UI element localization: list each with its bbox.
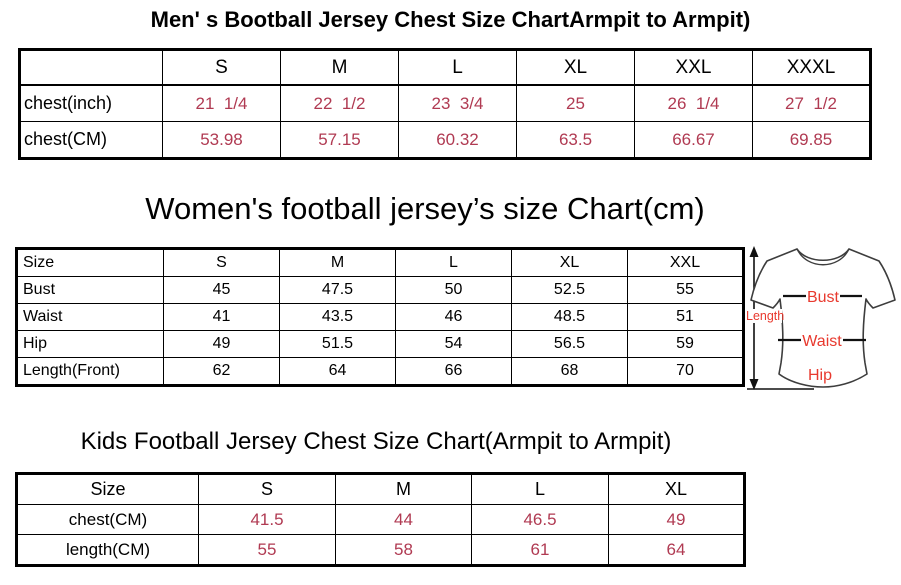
cell-value: 41.5 bbox=[198, 504, 336, 535]
table-header-row: S M L XL XXL XXXL bbox=[19, 49, 871, 86]
tshirt-measurement-diagram: Bust Waist Hip Length bbox=[745, 246, 896, 390]
cell-value: 62 bbox=[163, 357, 280, 386]
column-header: Size bbox=[16, 473, 199, 505]
cell-value: 46.5 bbox=[471, 504, 609, 535]
table-row: Hip 49 51.5 54 56.5 59 bbox=[16, 330, 744, 358]
column-header: Size bbox=[16, 248, 164, 277]
table-row: Length(Front) 62 64 66 68 70 bbox=[16, 357, 744, 386]
cell-value: 51.5 bbox=[279, 330, 396, 358]
cell-value: 53.98 bbox=[162, 121, 281, 159]
cell-value: 55 bbox=[627, 276, 744, 304]
bust-label: Bust bbox=[807, 289, 840, 306]
cell-value: 59 bbox=[627, 330, 744, 358]
cell-value: 66.67 bbox=[634, 121, 753, 159]
kids-size-table: Size S M L XL chest(CM) 41.5 44 46.5 49 … bbox=[15, 472, 746, 567]
column-header: XXL bbox=[634, 49, 753, 86]
cell-value: 27 1/2 bbox=[752, 84, 871, 122]
table-row: chest(CM) 53.98 57.15 60.32 63.5 66.67 6… bbox=[19, 121, 871, 159]
column-header: L bbox=[395, 248, 512, 277]
hip-label: Hip bbox=[808, 367, 832, 384]
cell-value: 49 bbox=[163, 330, 280, 358]
column-header: M bbox=[280, 49, 399, 86]
cell-value: 25 bbox=[516, 84, 635, 122]
cell-value: 51 bbox=[627, 303, 744, 331]
row-label: length(CM) bbox=[16, 534, 199, 566]
cell-value: 64 bbox=[279, 357, 396, 386]
cell-value: 66 bbox=[395, 357, 512, 386]
cell-value: 55 bbox=[198, 534, 336, 566]
column-header: L bbox=[471, 473, 609, 505]
collar-inner-line bbox=[796, 248, 850, 266]
cell-value: 58 bbox=[335, 534, 472, 566]
cell-value: 69.85 bbox=[752, 121, 871, 159]
cell-value: 46 bbox=[395, 303, 512, 331]
column-header: L bbox=[398, 49, 517, 86]
cell-value: 60.32 bbox=[398, 121, 517, 159]
column-header: XXXL bbox=[752, 49, 871, 86]
table-header-row: Size S M L XL XXL bbox=[16, 248, 744, 277]
column-header: M bbox=[335, 473, 472, 505]
cell-value: 57.15 bbox=[280, 121, 399, 159]
column-header: XL bbox=[511, 248, 628, 277]
mens-chart-title: Men' s Bootball Jersey Chest Size ChartA… bbox=[150, 7, 751, 32]
column-header: XXL bbox=[627, 248, 744, 277]
length-label: Length bbox=[746, 309, 784, 323]
cell-value: 45 bbox=[163, 276, 280, 304]
cell-value: 23 3/4 bbox=[398, 84, 517, 122]
table-row: Bust 45 47.5 50 52.5 55 bbox=[16, 276, 744, 304]
cell-value: 61 bbox=[471, 534, 609, 566]
column-header: S bbox=[162, 49, 281, 86]
cell-value: 70 bbox=[627, 357, 744, 386]
column-header: S bbox=[163, 248, 280, 277]
length-label-backing bbox=[745, 309, 782, 323]
row-label: Hip bbox=[16, 330, 164, 358]
kids-chart-title: Kids Football Jersey Chest Size Chart(Ar… bbox=[80, 428, 672, 455]
waist-label: Waist bbox=[802, 333, 842, 350]
column-header bbox=[19, 49, 163, 86]
table-row: length(CM) 55 58 61 64 bbox=[16, 534, 745, 566]
cell-value: 22 1/2 bbox=[280, 84, 399, 122]
womens-size-table: Size S M L XL XXL Bust 45 47.5 50 52.5 5… bbox=[15, 247, 745, 387]
cell-value: 26 1/4 bbox=[634, 84, 753, 122]
cell-value: 64 bbox=[608, 534, 745, 566]
column-header: M bbox=[279, 248, 396, 277]
cell-value: 56.5 bbox=[511, 330, 628, 358]
row-label: chest(CM) bbox=[19, 121, 163, 159]
mens-size-table: S M L XL XXL XXXL chest(inch) 21 1/4 22 … bbox=[18, 48, 872, 160]
cell-value: 43.5 bbox=[279, 303, 396, 331]
cell-value: 63.5 bbox=[516, 121, 635, 159]
column-header: XL bbox=[516, 49, 635, 86]
column-header: S bbox=[198, 473, 336, 505]
row-label: chest(inch) bbox=[19, 84, 163, 122]
cell-value: 47.5 bbox=[279, 276, 396, 304]
table-row: chest(CM) 41.5 44 46.5 49 bbox=[16, 504, 745, 535]
row-label: Length(Front) bbox=[16, 357, 164, 386]
cell-value: 44 bbox=[335, 504, 472, 535]
row-label: Waist bbox=[16, 303, 164, 331]
cell-value: 49 bbox=[608, 504, 745, 535]
womens-chart-title: Women's football jersey’s size Chart(cm) bbox=[145, 191, 705, 226]
row-label: chest(CM) bbox=[16, 504, 199, 535]
cell-value: 21 1/4 bbox=[162, 84, 281, 122]
cell-value: 54 bbox=[395, 330, 512, 358]
cell-value: 48.5 bbox=[511, 303, 628, 331]
column-header: XL bbox=[608, 473, 745, 505]
row-label: Bust bbox=[16, 276, 164, 304]
tshirt-outline bbox=[750, 248, 896, 388]
cell-value: 41 bbox=[163, 303, 280, 331]
table-row: chest(inch) 21 1/4 22 1/2 23 3/4 25 26 1… bbox=[19, 84, 871, 122]
table-header-row: Size S M L XL bbox=[16, 473, 745, 505]
cell-value: 50 bbox=[395, 276, 512, 304]
cell-value: 68 bbox=[511, 357, 628, 386]
cell-value: 52.5 bbox=[511, 276, 628, 304]
table-row: Waist 41 43.5 46 48.5 51 bbox=[16, 303, 744, 331]
